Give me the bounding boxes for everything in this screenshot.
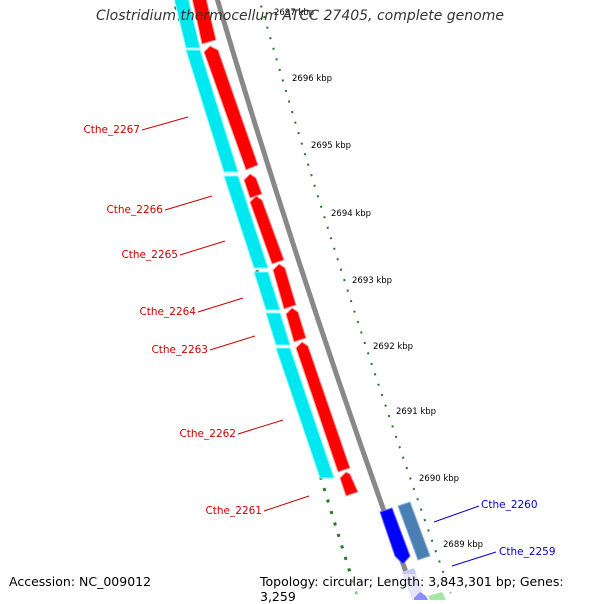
scale-label: 2692 kbp <box>373 342 413 352</box>
gene-label-cthe-2259: Cthe_2259 <box>499 546 556 558</box>
cyan-block-3 <box>223 175 269 269</box>
gene-label-cthe-2267: Cthe_2267 <box>83 124 140 136</box>
scale-label: 2691 kbp <box>396 407 436 417</box>
cyan-block-2 <box>185 49 239 173</box>
genome-info-label: Topology: circular; Length: 3,843,301 bp… <box>260 574 600 604</box>
leader-line <box>263 495 310 512</box>
gene-label-cthe-2260: Cthe_2260 <box>481 499 538 511</box>
leader-line <box>164 195 213 211</box>
cds-cthe-2264 <box>272 263 297 310</box>
leader-line <box>237 419 284 435</box>
cds-cthe-2262 <box>295 341 351 473</box>
forward-gene-labels: Cthe_2260 Cthe_2259 <box>433 499 556 567</box>
scale-label: 2693 kbp <box>352 276 392 286</box>
cds-cthe-2260 <box>379 507 411 565</box>
cyan-block-5 <box>265 312 291 346</box>
leader-line <box>141 116 189 131</box>
scale-label: 2689 kbp <box>443 540 483 550</box>
scale-label: 2697 kbp <box>274 8 314 18</box>
gene-label-cthe-2262: Cthe_2262 <box>179 428 236 440</box>
cds-cthe-2261 <box>339 471 359 497</box>
scale-label: 2694 kbp <box>331 209 371 219</box>
cds-cthe-2267 <box>203 45 259 171</box>
cds-cthe-2267-top <box>191 0 217 45</box>
scale-label: 2695 kbp <box>311 141 351 151</box>
map-title: Clostridium thermocellum ATCC 27405, com… <box>96 8 504 24</box>
cyan-block-1 <box>173 0 201 49</box>
outer-scale-track <box>258 0 455 600</box>
accession-label: Accession: NC_009012 <box>9 574 152 589</box>
cyan-block-6 <box>275 347 335 479</box>
gene-label-cthe-2266: Cthe_2266 <box>106 204 163 216</box>
scale-label: 2696 kbp <box>292 74 332 84</box>
reverse-cds-track <box>191 0 359 497</box>
gene-label-cthe-2263: Cthe_2263 <box>151 344 208 356</box>
cyan-track <box>173 0 335 479</box>
gene-label-cthe-2265: Cthe_2265 <box>121 249 178 261</box>
leader-line <box>197 297 244 313</box>
leader-line <box>209 335 256 351</box>
reverse-gene-labels: Cthe_2267 Cthe_2266 Cthe_2265 Cthe_2264 … <box>83 116 310 517</box>
cds-cthe-2266-arrow <box>243 173 263 199</box>
leader-line <box>451 551 497 567</box>
cyan-block-4 <box>253 271 281 311</box>
leader-line <box>433 505 480 523</box>
cds-cthe-2263 <box>285 307 307 343</box>
gene-label-cthe-2261: Cthe_2261 <box>205 505 262 517</box>
gene-label-cthe-2264: Cthe_2264 <box>139 306 196 318</box>
scale-label: 2690 kbp <box>419 474 459 484</box>
cds-cthe-2265 <box>249 195 285 265</box>
scale-labels: 2697 kbp 2696 kbp 2695 kbp 2694 kbp 2693… <box>274 8 483 550</box>
leader-line <box>179 240 226 256</box>
steelblue-block <box>397 501 431 561</box>
